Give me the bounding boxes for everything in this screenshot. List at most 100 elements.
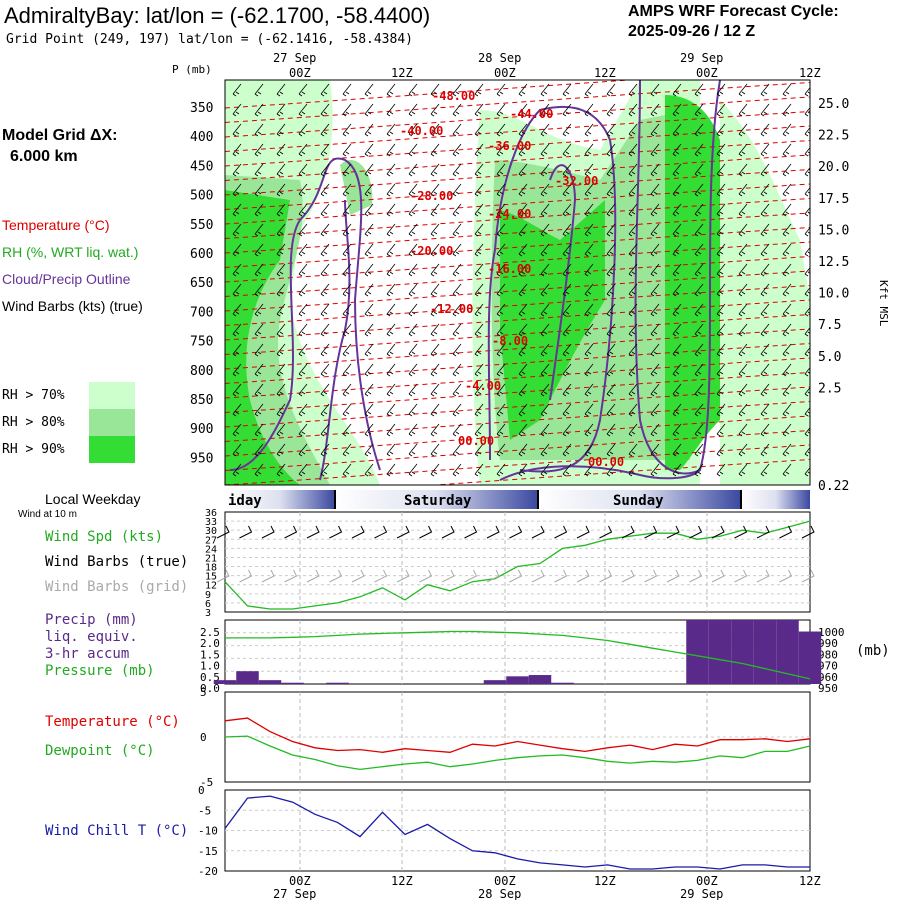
wind-barb xyxy=(364,103,374,117)
height-tick-label: 5.0 xyxy=(818,350,841,365)
wind-barb xyxy=(606,263,616,277)
wind-barb xyxy=(452,183,462,197)
wind-barb xyxy=(430,103,440,117)
top-date-label: 29 Sep xyxy=(680,51,723,65)
wind-barb xyxy=(694,383,704,397)
wind-barb xyxy=(584,283,594,297)
wind-barb xyxy=(496,223,506,237)
wind-barb xyxy=(364,343,374,357)
legend-rh70: RH > 70% xyxy=(2,388,65,403)
wind-barb xyxy=(232,283,242,297)
rh90-swatch xyxy=(89,436,135,463)
wind-barb xyxy=(342,183,352,197)
pressure-tick-label: 500 xyxy=(190,189,213,204)
wind-barb xyxy=(408,143,418,157)
wind-barb xyxy=(672,263,682,277)
wind-barb xyxy=(276,443,286,457)
wind-barb xyxy=(782,403,792,417)
wind-barb-grid xyxy=(666,569,680,583)
wind-barb xyxy=(738,183,748,197)
wind-barb xyxy=(342,263,352,277)
wind-barb xyxy=(518,103,528,117)
wind-barb-grid xyxy=(239,569,253,583)
wind-barb xyxy=(628,363,638,377)
wind-barb xyxy=(342,83,352,97)
wind-barb xyxy=(760,243,770,257)
wind-barb-true xyxy=(216,525,230,539)
wind-barb xyxy=(738,303,748,317)
wind-barb xyxy=(254,303,264,317)
wind-barb xyxy=(232,123,242,137)
wind-barb-true xyxy=(509,525,523,539)
wind-barb xyxy=(276,223,286,237)
wind-barb xyxy=(408,83,418,97)
wind-barb xyxy=(650,103,660,117)
wind-barb xyxy=(738,263,748,277)
wind-barb xyxy=(474,183,484,197)
height-axis-label: Kft MSL xyxy=(877,280,890,327)
wind-barb xyxy=(650,263,660,277)
wind-barb xyxy=(364,183,374,197)
wind-barb xyxy=(760,323,770,337)
pressure-axis-label: P (mb) xyxy=(172,63,212,76)
wind-barb xyxy=(386,323,396,337)
wind-barb xyxy=(408,323,418,337)
wind-barb-grid xyxy=(599,569,613,583)
wind-barb xyxy=(606,463,616,477)
wind-barb xyxy=(694,163,704,177)
wind-barb xyxy=(694,303,704,317)
wind-barb xyxy=(474,363,484,377)
wind-barb xyxy=(606,83,616,97)
precip-bar xyxy=(753,620,777,684)
wind-barb xyxy=(562,163,572,177)
wind-barb xyxy=(276,383,286,397)
top-time-tick: 12Z xyxy=(799,66,821,80)
isotherm-label: -44.00 xyxy=(510,107,553,121)
isotherm-line xyxy=(225,328,810,370)
cloud-outline xyxy=(634,80,721,475)
bottom-time-tick: 00Z xyxy=(289,874,311,888)
wind-barb xyxy=(408,383,418,397)
wind-barb xyxy=(474,243,484,257)
wind-barb xyxy=(232,143,242,157)
wind-barb xyxy=(782,263,792,277)
wind-barb xyxy=(606,243,616,257)
wind-barb xyxy=(738,223,748,237)
wind-barb-true xyxy=(734,525,748,539)
wind-barb xyxy=(672,383,682,397)
isotherm-label: -12.00 xyxy=(430,302,473,316)
wind-barb xyxy=(254,243,264,257)
wind-barb xyxy=(716,323,726,337)
wind-barb xyxy=(254,443,264,457)
wind-barb xyxy=(760,443,770,457)
wind-barb xyxy=(320,383,330,397)
wind-ytick-label: 18 xyxy=(205,563,217,574)
wind-barb xyxy=(254,363,264,377)
wind-barb xyxy=(606,343,616,357)
wind-barb xyxy=(320,103,330,117)
wind-barb xyxy=(650,243,660,257)
wind-barb xyxy=(606,103,616,117)
isotherm-label: 00.00 xyxy=(588,455,624,469)
wind-barb xyxy=(276,283,286,297)
isotherm-line xyxy=(225,401,810,442)
wind-barb xyxy=(716,423,726,437)
wind-barb xyxy=(716,463,726,477)
wind-barb-grid xyxy=(779,569,793,583)
wind-barb xyxy=(606,163,616,177)
wind-barb xyxy=(562,403,572,417)
wind-barb-true xyxy=(621,525,635,539)
wind-barb xyxy=(408,263,418,277)
wind-barb xyxy=(694,83,704,97)
wind-barb xyxy=(672,163,682,177)
wind-barb xyxy=(474,203,484,217)
isotherm-label: -40.00 xyxy=(400,124,443,138)
wind-barb xyxy=(518,183,528,197)
wind-barb xyxy=(320,443,330,457)
wind-barb xyxy=(386,263,396,277)
wind-barb xyxy=(364,423,374,437)
isotherm-line xyxy=(225,80,637,109)
wind-barb xyxy=(672,283,682,297)
wind-barb xyxy=(452,123,462,137)
